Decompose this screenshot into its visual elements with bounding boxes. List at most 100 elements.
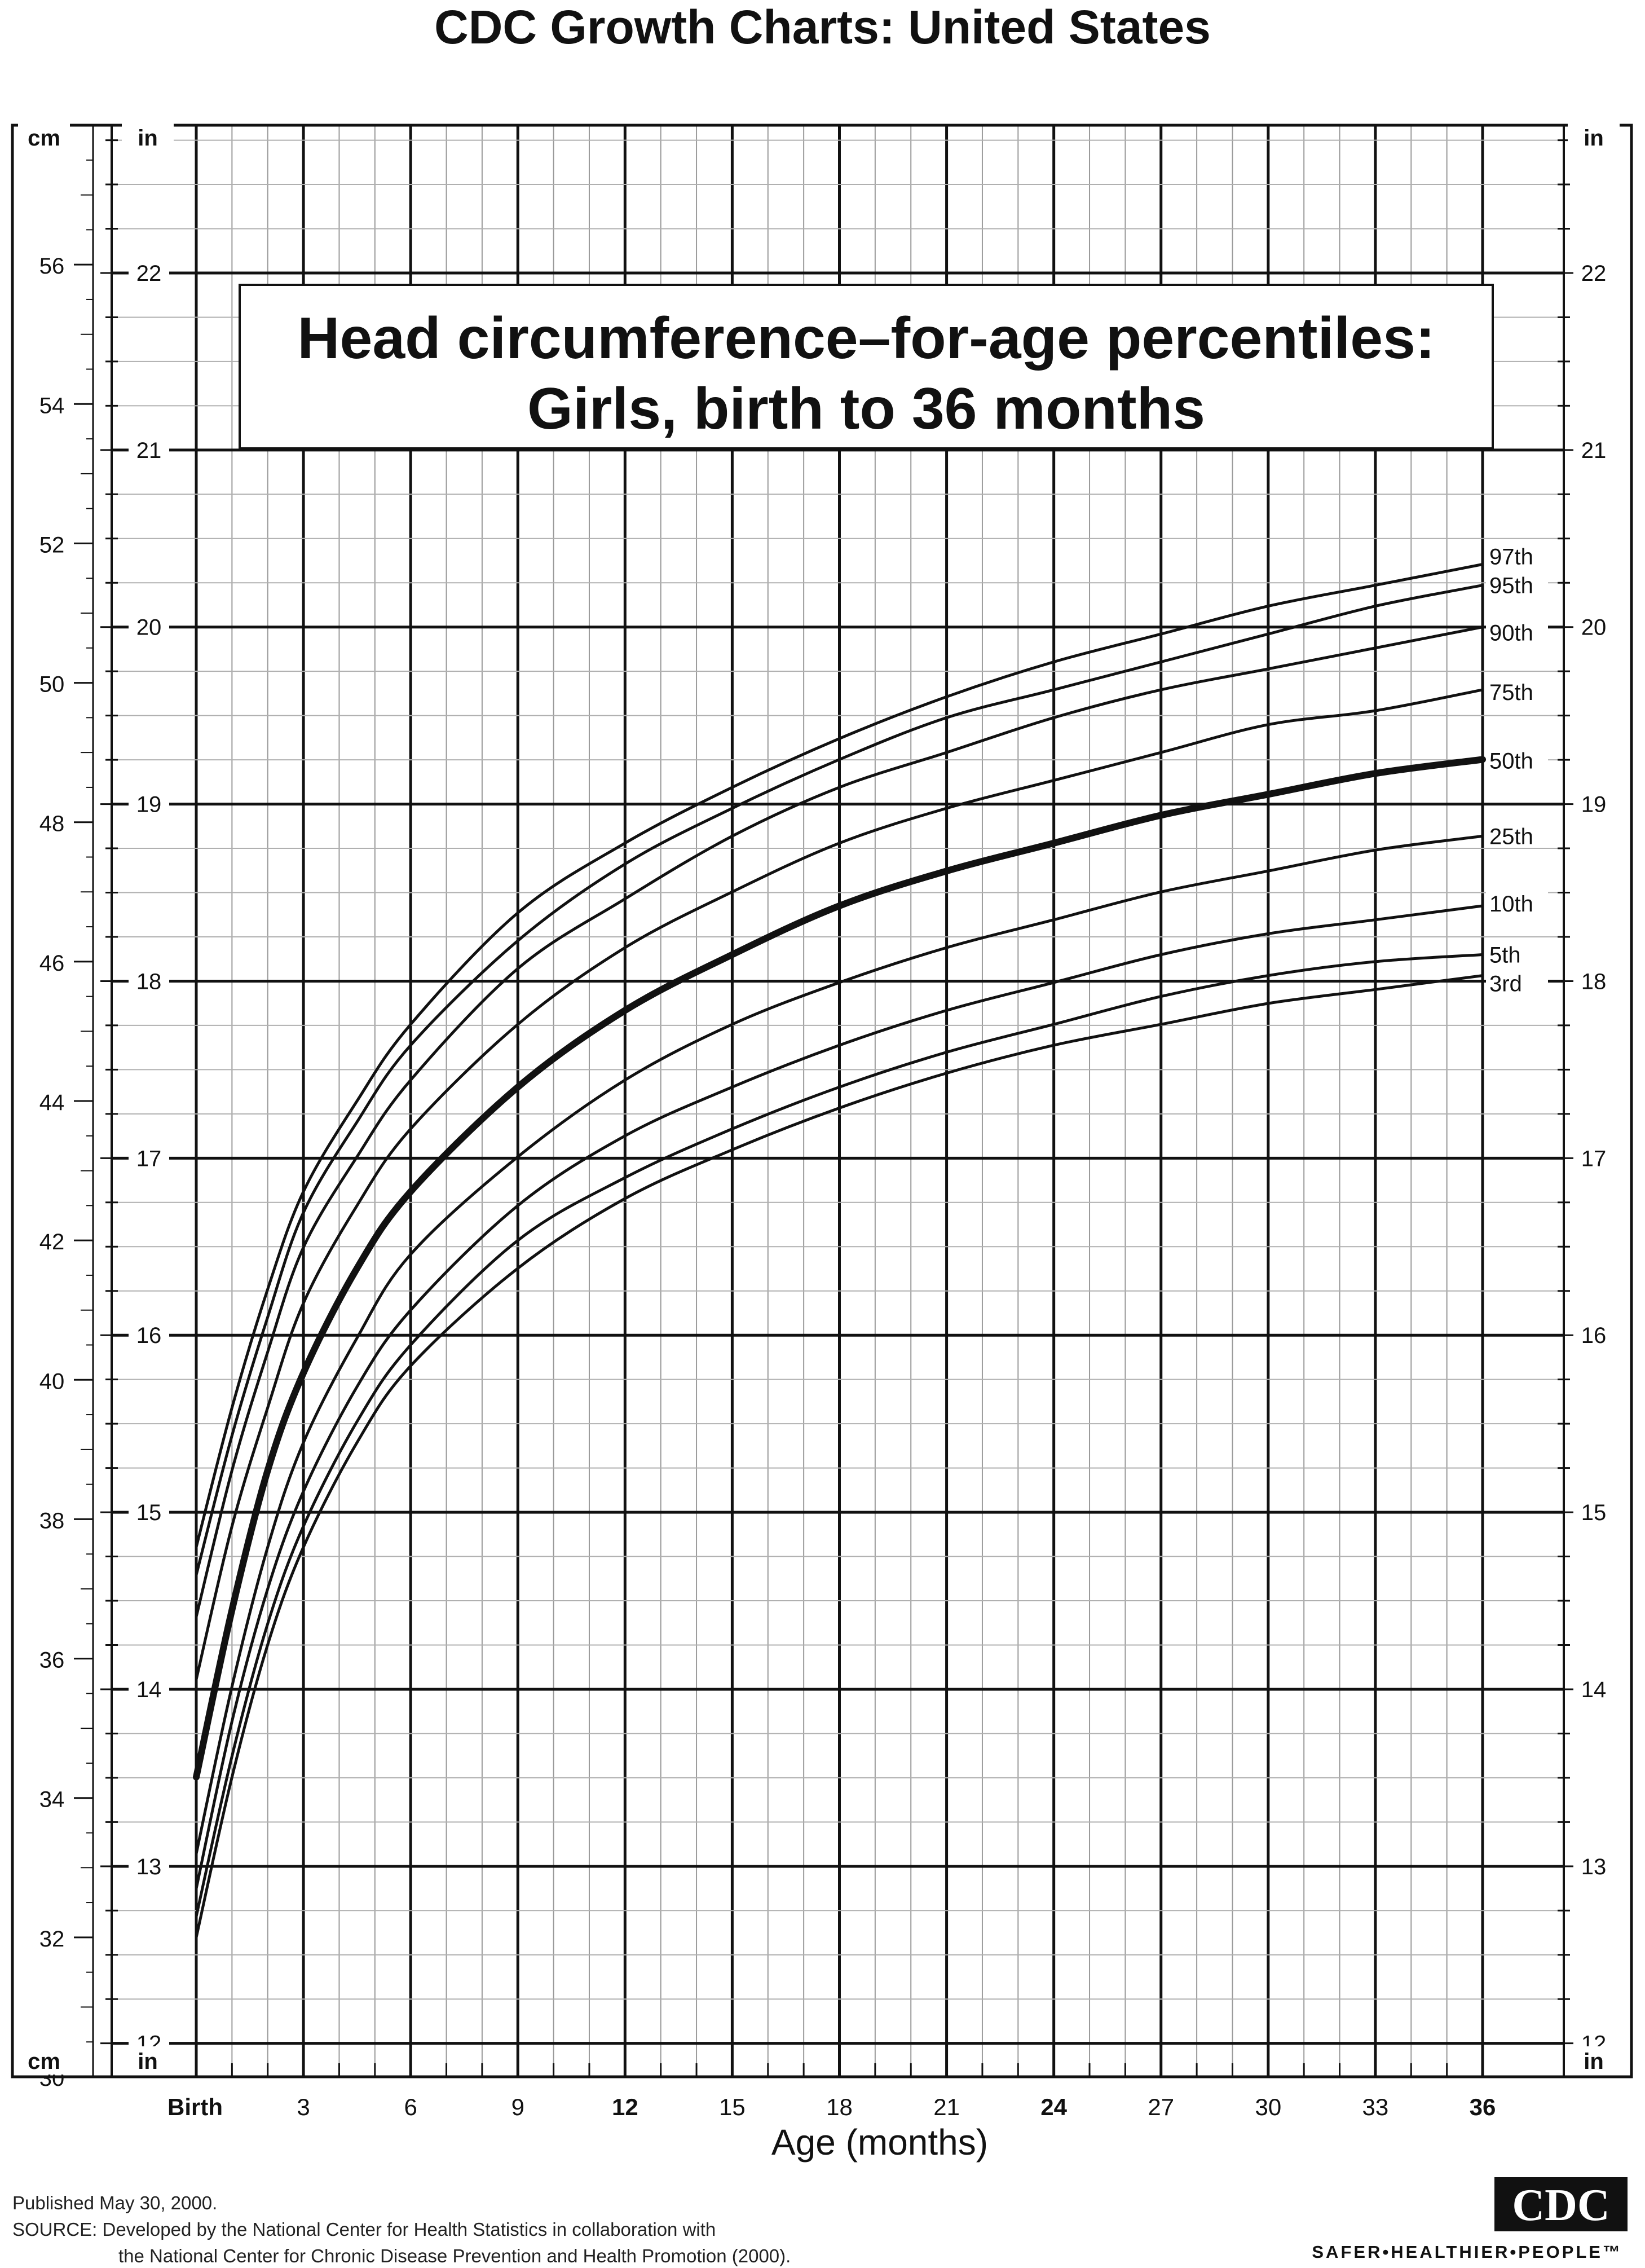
cm-tick-label: 48	[39, 812, 65, 836]
cm-tick-label: 52	[39, 532, 65, 557]
cm-unit-label-top-bg	[18, 123, 70, 151]
in-tick-label-bg-left	[129, 613, 169, 641]
in-unit-label-bottom-right-bg	[1568, 2046, 1620, 2075]
x-tick-label: 9	[511, 2094, 524, 2120]
in-tick-label-bg-left	[129, 436, 169, 464]
x-tick-label: 15	[719, 2094, 746, 2120]
in-tick-label-right: 21	[1581, 438, 1607, 463]
series-line-3rd	[195, 974, 1484, 1939]
series-line-97th	[195, 563, 1484, 1549]
cm-tick-label: 46	[39, 951, 65, 976]
cm-tick-label: 34	[39, 1787, 65, 1812]
series-label-bg	[1486, 822, 1548, 848]
series-label-90th: 90th	[1489, 621, 1533, 646]
cm-tick-label: 40	[39, 1369, 65, 1394]
cm-tick-label: 56	[39, 254, 65, 279]
in-unit-label-top-right-bg	[1568, 123, 1620, 151]
in-tick-label-bg-left	[129, 1144, 169, 1172]
in-tick-label-left: 20	[136, 615, 162, 640]
in-tick-label-left: 16	[136, 1323, 162, 1348]
in-tick-label-right: 22	[1581, 261, 1607, 286]
in-unit-label-bottom-left: in	[138, 2049, 158, 2074]
in-tick-label-bg-right	[1573, 967, 1614, 995]
series-label-75th: 75th	[1489, 680, 1533, 705]
in-tick-label-bg-right	[1573, 613, 1614, 641]
series-label-bg	[1486, 619, 1548, 644]
x-tick-label: 3	[297, 2094, 310, 2120]
series-line-5th	[195, 953, 1484, 1918]
in-tick-label-bg-right	[1573, 1675, 1614, 1703]
cm-unit-label-top: cm	[28, 126, 60, 151]
x-tick-label: 33	[1362, 2094, 1389, 2120]
published-note: Published May 30, 2000.	[12, 2192, 218, 2213]
series-label-5th: 5th	[1489, 943, 1521, 968]
cm-tick-label: 32	[39, 1927, 65, 1952]
in-tick-label-right: 19	[1581, 792, 1607, 817]
in-tick-label-bg-left	[129, 790, 169, 818]
series-label-layer: 97th 95th 90th 75th 50th 25th 10th 5th 3rd	[1486, 543, 1548, 997]
in-tick-label-bg-right	[1573, 1852, 1614, 1880]
chart-subtitle: Girls, birth to 36 months	[527, 376, 1205, 442]
in-tick-label-bg-left	[129, 1852, 169, 1880]
chart-title-frame	[239, 284, 1494, 450]
in-tick-label-bg-right	[1573, 1144, 1614, 1172]
cdc-tagline: SAFER•HEALTHIER•PEOPLE™	[1312, 2242, 1622, 2262]
source-note-line1: SOURCE: Developed by the National Center…	[12, 2219, 716, 2240]
cm-tick-label: 44	[39, 1090, 65, 1115]
in-tick-label-right: 13	[1581, 1855, 1607, 1879]
x-tick-label: 18	[826, 2094, 853, 2120]
in-tick-label-left: 19	[136, 792, 162, 817]
series-label-3rd: 3rd	[1489, 972, 1522, 997]
series-label-bg	[1486, 747, 1548, 772]
cm-tick-label: 42	[39, 1230, 65, 1254]
series-layer	[193, 563, 1486, 1939]
chart-title: Head circumference–for-age percentiles:	[297, 306, 1435, 371]
in-tick-label-right: 16	[1581, 1323, 1607, 1348]
series-line-50th	[193, 756, 1486, 1781]
x-tick-label: 12	[612, 2094, 638, 2120]
series-label-25th: 25th	[1489, 824, 1533, 849]
source-note-line2: the National Center for Chronic Disease …	[118, 2245, 791, 2266]
x-axis-label: Age (months)	[771, 2122, 988, 2163]
cm-unit-label-bottom: cm	[28, 2049, 60, 2074]
in-unit-label-top-right: in	[1584, 126, 1604, 151]
in-tick-label-left: 15	[136, 1500, 162, 1525]
x-tick-label: 6	[404, 2094, 417, 2120]
cm-tick-label: 36	[39, 1648, 65, 1673]
in-tick-label-bg-right	[1573, 790, 1614, 818]
x-tick-label: Birth	[167, 2094, 223, 2120]
in-tick-label-left: 21	[136, 438, 162, 463]
in-tick-label-left: 17	[136, 1146, 162, 1171]
page-title: CDC Growth Charts: United States	[434, 1, 1211, 54]
in-tick-label-left: 13	[136, 1855, 162, 1879]
series-label-95th: 95th	[1489, 574, 1533, 598]
in-tick-label-right: 15	[1581, 1500, 1607, 1525]
in-tick-label-bg-right	[1573, 1322, 1614, 1349]
cm-tick-label: 50	[39, 672, 65, 697]
cdc-logo: CDC	[1494, 2177, 1628, 2231]
in-tick-label-bg-right	[1573, 436, 1614, 464]
series-label-bg	[1486, 543, 1548, 568]
in-unit-label-top-left-bg	[122, 123, 174, 151]
in-tick-label-bg-right	[1573, 259, 1614, 287]
series-label-97th: 97th	[1489, 545, 1533, 570]
chart-title-box: Head circumference–for-age percentiles: …	[239, 284, 1494, 450]
series-label-bg	[1486, 571, 1548, 597]
in-unit-label-bottom-left-bg	[122, 2046, 174, 2075]
in-tick-label-right: 14	[1581, 1677, 1607, 1702]
in-unit-label-bottom-right: in	[1584, 2049, 1604, 2074]
in-tick-label-bg-left	[129, 1675, 169, 1703]
in-tick-label-left: 14	[136, 1677, 162, 1702]
in-tick-label-left: 18	[136, 969, 162, 994]
series-label-bg	[1486, 970, 1548, 995]
x-tick-label: 27	[1148, 2094, 1174, 2120]
in-tick-label-bg-left	[129, 967, 169, 995]
series-line-95th	[195, 584, 1484, 1576]
cm-tick-label: 38	[39, 1508, 65, 1533]
in-tick-label-bg-left	[129, 259, 169, 287]
grid-layer	[112, 125, 1564, 2077]
in-tick-label-bg-right	[1573, 1499, 1614, 1526]
